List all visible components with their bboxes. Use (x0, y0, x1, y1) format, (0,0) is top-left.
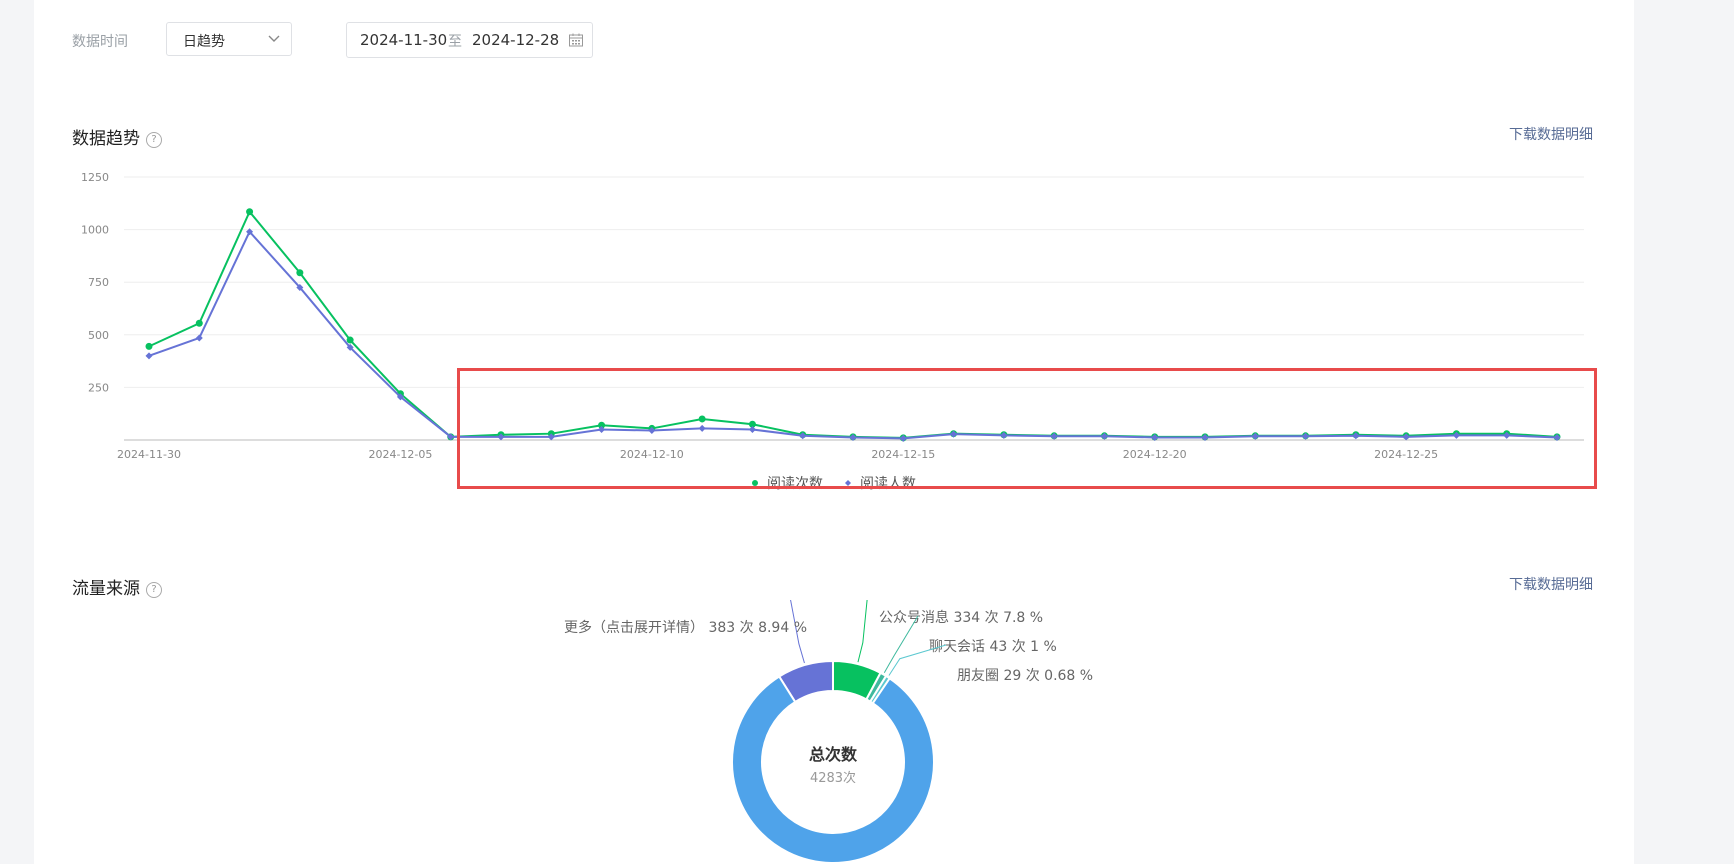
leader-line (888, 644, 947, 676)
data-point (346, 343, 354, 351)
date-end[interactable]: 2024-12-28 (472, 31, 560, 49)
legend-marker (752, 480, 758, 486)
date-range-picker[interactable]: 2024-11-30 至 2024-12-28 (346, 22, 593, 58)
x-tick-label: 2024-12-15 (871, 448, 935, 461)
granularity-value: 日趋势 (183, 34, 225, 50)
data-point (598, 425, 606, 433)
data-point (447, 433, 455, 441)
data-point (246, 208, 254, 216)
data-point (296, 283, 304, 291)
leader-line (883, 615, 919, 673)
x-tick-label: 2024-11-30 (117, 448, 181, 461)
series-line (148, 209, 1558, 439)
data-point (950, 430, 958, 438)
content-card (34, 0, 1634, 864)
source-download-link[interactable]: 下载数据明细 (1509, 577, 1593, 593)
trend-section-title: 数据趋势? (72, 124, 162, 149)
data-point (748, 425, 756, 433)
y-tick-label: 1000 (81, 224, 109, 237)
x-tick-label: 2024-12-10 (620, 448, 684, 461)
date-start[interactable]: 2024-11-30 (360, 31, 448, 49)
help-icon[interactable]: ? (146, 132, 162, 148)
source-title-text: 流量来源 (72, 579, 140, 599)
data-point (1251, 432, 1259, 440)
trend-line-chart: 250 500 750 1000 1250 2024-11-30 2024-12-05 202… (81, 171, 1584, 492)
data-point (296, 269, 304, 277)
data-point (145, 352, 153, 360)
leader-line (790, 600, 805, 664)
date-separator: 至 (448, 34, 462, 50)
data-point (698, 415, 706, 423)
x-tick-label: 2024-12-20 (1123, 448, 1187, 461)
data-point (1151, 433, 1159, 441)
legend-label: 阅读次数 (767, 475, 823, 492)
donut-slice (731, 675, 935, 864)
legend-label: 阅读人数 (860, 475, 916, 492)
donut-center-title: 总次数 (809, 745, 858, 764)
legend-marker (845, 480, 851, 486)
slice-label: 聊天会话 43 次 1 % (929, 639, 1057, 655)
data-point (1402, 433, 1410, 441)
data-point (1553, 433, 1561, 441)
trend-download-link[interactable]: 下载数据明细 (1509, 127, 1593, 143)
data-point (1050, 432, 1058, 440)
trend-title-text: 数据趋势 (72, 129, 140, 149)
data-point (396, 393, 404, 401)
slice-label: 公众号消息 334 次 7.8 % (879, 609, 1043, 626)
data-point (899, 434, 907, 442)
source-section-title: 流量来源? (72, 574, 162, 599)
data-point (598, 421, 606, 429)
chevron-down-icon (268, 35, 280, 42)
calendar-icon[interactable] (568, 32, 584, 48)
slice-label: 更多（点击展开详情） 383 次 8.94 % (564, 619, 807, 636)
x-tick-label: 2024-12-25 (1374, 448, 1438, 461)
data-point (799, 432, 807, 440)
data-point (346, 336, 354, 344)
slice-label: 朋友圈 29 次 0.68 % (957, 668, 1093, 684)
y-tick-label: 750 (88, 276, 109, 289)
leader-line (857, 600, 868, 663)
data-point (145, 342, 153, 350)
data-time-label: 数据时间 (72, 34, 128, 50)
data-point (1352, 432, 1360, 440)
data-point (1302, 432, 1310, 440)
y-tick-label: 1250 (81, 171, 109, 184)
data-point (1201, 433, 1209, 441)
help-icon[interactable]: ? (146, 582, 162, 598)
data-point (849, 433, 857, 441)
data-point (748, 420, 756, 428)
data-point (648, 427, 656, 435)
donut-center-value: 4283次 (810, 770, 856, 786)
data-point (1452, 431, 1460, 439)
data-point (1100, 432, 1108, 440)
data-point (698, 424, 706, 432)
data-point (246, 228, 254, 236)
data-point (547, 433, 555, 441)
data-point (497, 433, 505, 441)
data-point (195, 319, 203, 327)
traffic-source-donut-chart: 更多（点击展开详情） 383 次 8.94 % 公众号消息 334 次 7.8 %… (564, 600, 1093, 864)
y-tick-label: 250 (88, 381, 109, 394)
data-point (1000, 431, 1008, 439)
data-point (1503, 431, 1511, 439)
data-point (195, 334, 203, 342)
x-tick-label: 2024-12-05 (368, 448, 432, 461)
granularity-select[interactable]: 日趋势 (166, 22, 292, 56)
y-tick-label: 500 (88, 329, 109, 342)
